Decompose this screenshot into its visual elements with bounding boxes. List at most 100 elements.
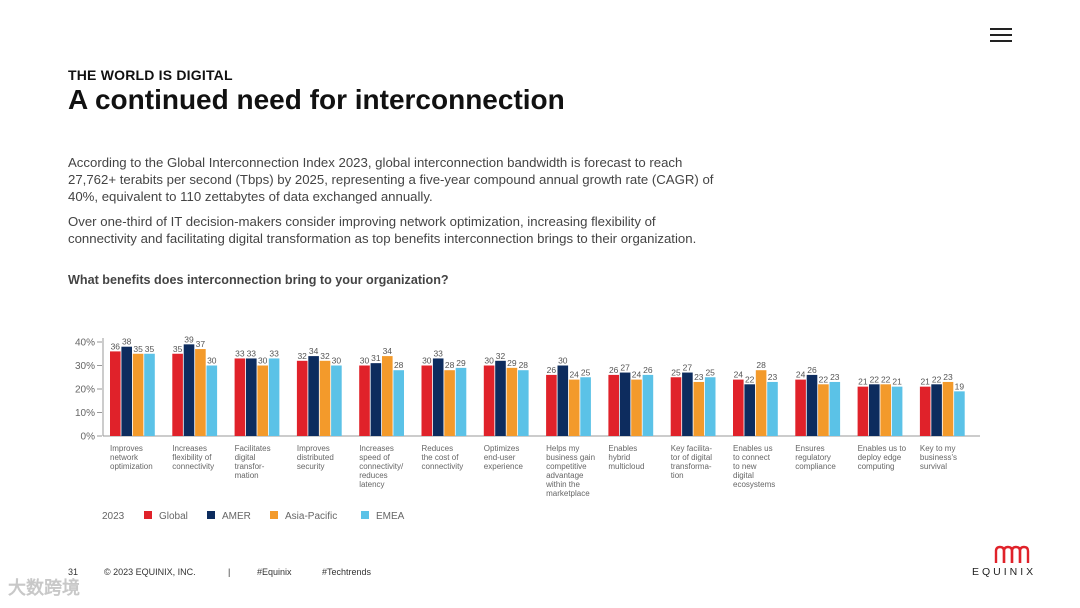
legend-title: 2023 xyxy=(102,511,125,522)
y-tick-label: 20% xyxy=(75,385,95,396)
bar-amer xyxy=(183,344,195,436)
data-label: 35 xyxy=(133,344,143,354)
data-label: 26 xyxy=(609,365,619,375)
data-label: 30 xyxy=(332,356,342,366)
equinix-logo-icon xyxy=(994,545,1030,563)
bar-amer xyxy=(308,356,319,436)
bar-emea xyxy=(331,365,342,436)
legend-label: Asia-Pacific xyxy=(285,511,337,522)
bar-asia-pacific xyxy=(132,353,144,436)
data-label: 34 xyxy=(309,346,319,356)
data-label: 23 xyxy=(694,372,704,382)
bar-emea xyxy=(642,374,654,436)
page-number: 31 xyxy=(68,567,79,577)
data-label: 22 xyxy=(870,374,880,384)
legend-label: Global xyxy=(159,511,188,522)
data-label: 26 xyxy=(643,365,653,375)
category-label: Ensures regulatory compliance xyxy=(795,444,836,471)
bar-amer xyxy=(682,372,693,436)
data-label: 32 xyxy=(320,351,330,361)
data-label: 25 xyxy=(581,367,591,377)
hashtag-techtrends[interactable]: #Techtrends xyxy=(322,567,372,577)
data-label: 25 xyxy=(671,367,681,377)
data-label: 24 xyxy=(796,370,806,380)
category-label: Key facilita-tor of digital transforma-ti… xyxy=(671,444,713,480)
bar-emea xyxy=(268,358,280,436)
bar-asia-pacific xyxy=(444,370,455,436)
y-tick-label: 30% xyxy=(75,361,95,372)
intro-paragraph: According to the Global Interconnection … xyxy=(68,155,714,204)
bar-global xyxy=(857,386,869,436)
bar-global xyxy=(919,386,931,436)
bar-amer xyxy=(806,374,818,436)
bar-emea xyxy=(954,391,965,436)
legend-swatch xyxy=(144,511,152,519)
data-label: 24 xyxy=(632,370,642,380)
logo-wordmark: EQUINIX xyxy=(972,566,1037,578)
bar-global xyxy=(608,374,619,436)
data-label: 33 xyxy=(433,348,443,358)
bar-amer xyxy=(495,360,506,436)
data-label: 34 xyxy=(383,346,393,356)
legend-swatch xyxy=(361,511,369,519)
category-label: Enables hybrid multicloud xyxy=(608,444,644,471)
bar-amer xyxy=(246,358,257,436)
data-label: 21 xyxy=(892,377,902,387)
category-label: Facilitates digital transfor-mation xyxy=(235,444,271,480)
bar-asia-pacific xyxy=(693,381,705,436)
data-label: 28 xyxy=(519,360,529,370)
category-label: Optimizes end-user experience xyxy=(484,444,524,471)
data-label: 27 xyxy=(683,363,693,373)
data-label: 28 xyxy=(756,360,766,370)
category-label: Key to my business's survival xyxy=(920,444,957,471)
bar-asia-pacific xyxy=(257,365,268,436)
legend-label: AMER xyxy=(222,511,251,522)
y-tick-label: 0% xyxy=(81,432,96,443)
bar-asia-pacific xyxy=(382,356,393,436)
category-label: Increases flexibility of connectivity xyxy=(172,444,214,471)
bar-asia-pacific xyxy=(755,370,767,436)
data-label: 30 xyxy=(360,356,370,366)
section-eyebrow: THE WORLD IS DIGITAL xyxy=(68,67,233,83)
bar-asia-pacific xyxy=(195,349,206,436)
bar-asia-pacific xyxy=(568,379,580,436)
data-label: 23 xyxy=(768,372,778,382)
data-label: 33 xyxy=(247,348,257,358)
bar-global xyxy=(795,379,806,436)
data-label: 22 xyxy=(932,374,942,384)
footer-separator: | xyxy=(228,567,231,577)
data-label: 27 xyxy=(620,363,630,373)
bar-emea xyxy=(767,381,778,436)
legend-swatch xyxy=(270,511,278,519)
data-label: 26 xyxy=(547,365,557,375)
data-label: 30 xyxy=(207,356,217,366)
category-label: Improves distributed security xyxy=(297,444,334,471)
bar-amer xyxy=(557,365,569,436)
bar-amer xyxy=(121,346,132,436)
bar-amer xyxy=(869,384,880,436)
data-label: 29 xyxy=(456,358,466,368)
bar-amer xyxy=(619,372,631,436)
y-tick-label: 40% xyxy=(75,338,95,349)
menu-icon[interactable] xyxy=(990,28,1012,42)
data-label: 33 xyxy=(235,348,245,358)
data-label: 23 xyxy=(830,372,840,382)
data-label: 30 xyxy=(558,356,568,366)
copyright: © 2023 EQUINIX, INC. xyxy=(104,567,196,577)
bar-global xyxy=(296,360,308,436)
bar-amer xyxy=(432,358,444,436)
bar-asia-pacific xyxy=(880,384,891,436)
data-label: 28 xyxy=(394,360,404,370)
data-label: 19 xyxy=(955,381,965,391)
category-label: Enables us to deploy edge computing xyxy=(858,444,907,471)
data-label: 28 xyxy=(445,360,455,370)
hashtag-equinix[interactable]: #Equinix xyxy=(257,567,292,577)
data-label: 21 xyxy=(858,377,868,387)
data-label: 22 xyxy=(745,374,755,384)
bar-global xyxy=(483,365,495,436)
chart-question: What benefits does interconnection bring… xyxy=(68,273,449,287)
bar-emea xyxy=(891,386,903,436)
legend-label: EMEA xyxy=(376,511,405,522)
category-label: Helps my business gain competitive advantag… xyxy=(545,444,595,498)
bar-global xyxy=(733,379,744,436)
